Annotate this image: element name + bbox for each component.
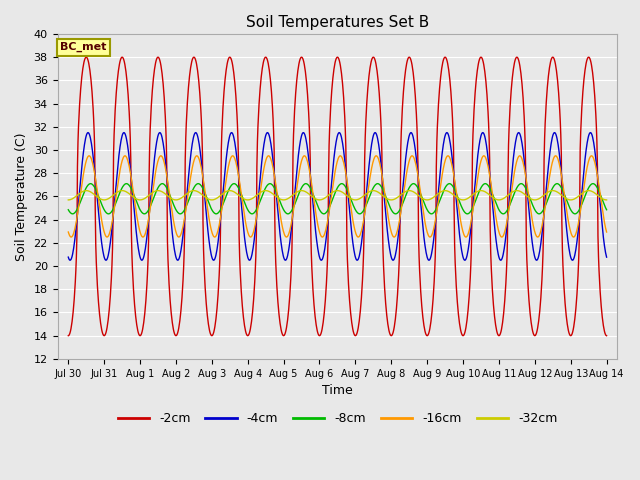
- Text: BC_met: BC_met: [60, 42, 107, 52]
- Legend: -2cm, -4cm, -8cm, -16cm, -32cm: -2cm, -4cm, -8cm, -16cm, -32cm: [113, 408, 563, 431]
- Title: Soil Temperatures Set B: Soil Temperatures Set B: [246, 15, 429, 30]
- Y-axis label: Soil Temperature (C): Soil Temperature (C): [15, 132, 28, 261]
- X-axis label: Time: Time: [322, 384, 353, 397]
